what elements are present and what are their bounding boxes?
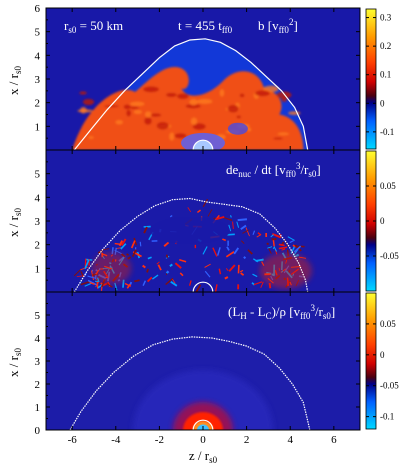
y-tick-label: 3 [35, 356, 41, 368]
y-tick-label: 1 [35, 402, 41, 414]
quantity-label: denuc / dt [vff03/rs0] [226, 161, 321, 179]
y-tick-label: 5 [35, 310, 41, 322]
colorbar-tick-label: 0 [380, 216, 385, 226]
y-tick-label: 3 [35, 74, 41, 86]
shock-front [73, 197, 309, 292]
burning-hotspot [259, 252, 312, 289]
x-tick-label: -6 [68, 434, 78, 446]
y-tick-label: 2 [35, 240, 41, 252]
colorbar-tick-label: -0.1 [380, 412, 394, 422]
panel-field [72, 38, 309, 150]
colorbar-tick-label: 0.05 [380, 319, 396, 329]
colorbar-tick-label: 0.3 [380, 13, 392, 23]
colorbar [365, 8, 377, 150]
y-axis-label: x / rs0 [6, 66, 23, 95]
quantity-label: b [vff02] [258, 17, 298, 35]
colorbar-tick-label: -0.1 [380, 127, 394, 137]
shock-front [73, 38, 309, 150]
x-tick-label: 2 [244, 434, 250, 446]
panel-field [73, 197, 312, 292]
y-tick-label: 6 [35, 3, 41, 15]
colorbar [365, 292, 377, 430]
panel-middle: 1 2 3 4 5 x / rs0 0.05 0 -0.05 denuc / dt [vff03/… [6, 149, 399, 293]
shock-front [69, 336, 311, 430]
y-tick-label: 4 [35, 192, 41, 204]
time-label: t = 455 tff0 [178, 18, 233, 35]
colorbar-tick-label: 0.1 [380, 70, 391, 80]
radius-label: rs0 = 50 km [64, 18, 123, 35]
heating-halo [133, 370, 273, 430]
y-axis-label: x / rs0 [6, 208, 23, 237]
panel-bottom: 0 1 2 3 4 5 x / rs0 0.05 0 -0.05 -0.1 (LH - LC)/ρ [… [6, 291, 399, 465]
colorbar-tick-label: 0.2 [380, 41, 391, 51]
x-tick-label: 6 [331, 434, 337, 446]
neutron-star-surface [192, 419, 214, 430]
y-tick-label: 3 [35, 216, 41, 228]
colorbar-tick-label: -0.05 [380, 251, 399, 261]
y-tick-label: 2 [35, 98, 41, 110]
colorbar-tick-label: 0 [380, 98, 385, 108]
y-tick-label: 2 [35, 379, 41, 391]
colorbar-tick-label: 0 [380, 350, 385, 360]
colorbar-tick-label: -0.05 [380, 381, 399, 391]
y-tick-label: 4 [35, 333, 41, 345]
quantity-label: (LH - LC)/ρ [vff03/rs0] [228, 303, 335, 321]
x-tick-label: 0 [200, 434, 206, 446]
neutron-star-surface [192, 281, 214, 292]
y-tick-label: 1 [35, 121, 41, 133]
y-tick-label: 0 [35, 425, 41, 437]
y-axis-label: x / rs0 [6, 348, 23, 377]
y-tick-label: 4 [35, 50, 41, 62]
y-tick-label: 1 [35, 263, 41, 275]
x-axis-label: z / rs0 [189, 448, 218, 465]
neutron-star-surface [192, 139, 214, 150]
y-tick-label: 5 [35, 27, 41, 39]
panel-top: 1 2 3 4 5 6 x / rs0 0.3 0.2 0.1 0 -0.1 rs0 = 50 km t … [6, 3, 394, 151]
x-tick-label: 4 [287, 434, 293, 446]
y-tick-label: 5 [35, 169, 41, 181]
colorbar-tick-label: 0.05 [380, 181, 396, 191]
x-tick-label: -4 [111, 434, 121, 446]
panel-field [69, 336, 311, 430]
x-tick-label: -2 [155, 434, 164, 446]
